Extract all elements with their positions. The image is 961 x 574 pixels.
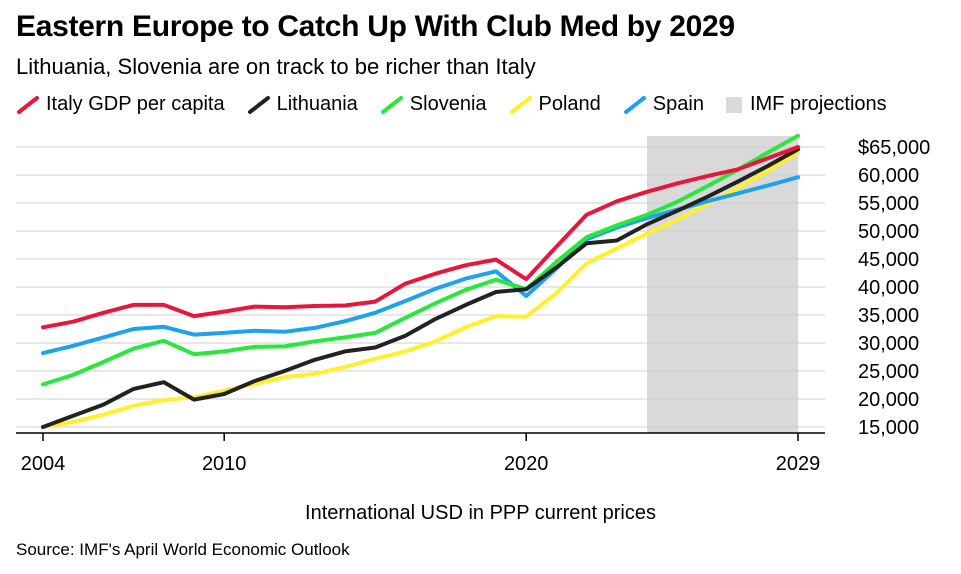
y-tick-label-15000: 15,000 (858, 417, 919, 439)
legend-label-poland: Poland (538, 93, 601, 115)
y-tick-label-50000: 50,000 (858, 221, 919, 243)
chart-subtitle: Lithuania, Slovenia are on track to be r… (16, 54, 536, 79)
chart-title: Eastern Europe to Catch Up With Club Med… (16, 10, 735, 43)
y-tick-label-40000: 40,000 (858, 277, 919, 299)
y-tick-label-25000: 25,000 (858, 361, 919, 383)
legend-label-lithuania: Lithuania (276, 93, 358, 115)
legend-label-spain: Spain (652, 93, 704, 115)
legend-item-spain: Spain (623, 93, 704, 116)
legend-line-icon-poland (509, 95, 532, 114)
y-tick-label-30000: 30,000 (858, 333, 919, 355)
legend-label-italy: Italy GDP per capita (46, 93, 225, 115)
legend-item-slovenia: Slovenia (380, 93, 487, 116)
source-note: Source: IMF's April World Economic Outlo… (16, 540, 350, 559)
y-tick-label-45000: 45,000 (858, 249, 919, 271)
y-tick-label-65000: $65,000 (858, 137, 930, 159)
legend-line-icon-spain (623, 95, 646, 114)
legend-item-projections: IMF projections (725, 93, 887, 116)
legend-item-poland: Poland (509, 93, 601, 116)
y-tick-label-20000: 20,000 (858, 389, 919, 411)
legend-line-icon-slovenia (380, 95, 403, 114)
series-line-lithuania (41, 147, 800, 429)
legend-item-italy: Italy GDP per capita (16, 93, 225, 116)
y-tick-label-55000: 55,000 (858, 193, 919, 215)
y-tick-label-60000: 60,000 (858, 165, 919, 187)
y-tick-label-35000: 35,000 (858, 305, 919, 327)
legend: Italy GDP per capita Lithuania Slovenia … (16, 93, 909, 116)
legend-swatch-projections (725, 96, 742, 113)
series-line-italy (41, 145, 800, 330)
legend-line-icon-lithuania (247, 95, 270, 114)
x-tick-label-2020: 2020 (504, 453, 549, 475)
legend-label-slovenia: Slovenia (409, 93, 487, 115)
projection-band (647, 136, 798, 433)
legend-label-projections: IMF projections (749, 93, 887, 115)
x-tick-label-2029: 2029 (776, 453, 821, 475)
series-line-poland (41, 150, 800, 429)
x-tick-label-2010: 2010 (202, 453, 247, 475)
legend-line-icon-italy (17, 95, 39, 114)
legend-item-lithuania: Lithuania (247, 93, 358, 116)
series-line-slovenia (41, 133, 800, 387)
x-tick-label-2004: 2004 (21, 453, 66, 475)
x-axis-caption: International USD in PPP current prices (305, 502, 656, 524)
